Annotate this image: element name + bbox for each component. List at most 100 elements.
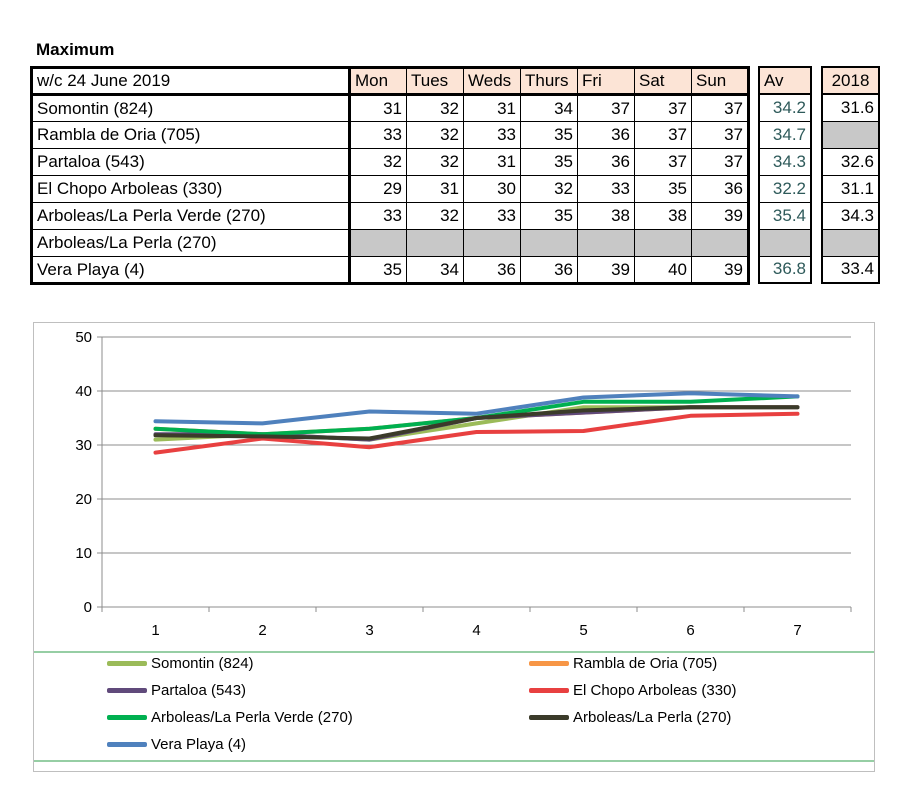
y-tick-label: 50 [75,329,92,346]
temperature-cell: 40 [634,256,692,284]
average-value-cell: 32.2 [758,174,812,203]
temperature-cell: 35 [634,175,692,203]
temperature-table: w/c 24 June 2019 Mon Tues Weds Thurs Fri Sat Su… [30,66,750,285]
legend-swatch [107,715,147,720]
table-header-row: w/c 24 June 2019 Mon Tues Weds Thurs Fri Sat Su… [31,67,749,96]
temperature-cell: 39 [691,202,749,230]
year-2018-header-cell: 2018 [821,66,880,95]
x-tick-label: 5 [579,622,587,639]
average-value-cell: 35.4 [758,201,812,230]
table-row: Vera Playa (4) 35 34 36 36 39 40 39 [31,256,749,284]
station-name-cell: Rambla de Oria (705) [31,121,351,149]
day-header-cell: Tues [406,67,464,96]
average-value-cell: 34.2 [758,93,812,122]
legend-swatch [529,715,569,720]
x-tick-label: 7 [793,622,801,639]
y-tick-label: 10 [75,545,92,562]
temperature-cell [463,229,521,257]
temperature-cell: 31 [463,148,521,176]
legend-item: Somontin (824) [107,655,254,672]
legend-item: Rambla de Oria (705) [529,655,717,672]
temperature-cell: 36 [463,256,521,284]
legend-item: Arboleas/La Perla (270) [529,709,731,726]
temperature-cell: 36 [520,256,578,284]
temperature-cell: 39 [577,256,635,284]
day-header-cell: Weds [463,67,521,96]
temperature-cell: 33 [463,202,521,230]
average-row [758,228,812,257]
y-tick-label: 40 [75,383,92,400]
legend-item: El Chopo Arboleas (330) [529,682,736,699]
station-name-cell: Arboleas/La Perla (270) [31,229,351,257]
y-tick-label: 20 [75,491,92,508]
temperature-cell: 38 [634,202,692,230]
temperature-cell [349,229,407,257]
chart-area: 0 10 20 30 40 50 1 2 3 4 5 6 7 Somontin (824) Rambla … [33,322,875,772]
temperature-cell: 31 [349,94,407,122]
temperature-cell: 32 [406,202,464,230]
table-row: Rambla de Oria (705) 33 32 33 35 36 37 37 [31,121,749,149]
average-row: 32.2 [758,174,812,203]
year-2018-value-cell: 34.3 [821,201,880,230]
average-row: 36.8 [758,255,812,284]
average-value-cell: 34.3 [758,147,812,176]
station-name-cell: El Chopo Arboleas (330) [31,175,351,203]
temperature-cell: 38 [577,202,635,230]
day-header-cell: Sun [691,67,749,96]
temperature-cell: 32 [406,148,464,176]
table-row: El Chopo Arboleas (330) 29 31 30 32 33 35 36 [31,175,749,203]
legend-label: Arboleas/La Perla (270) [573,709,732,726]
x-tick-label: 6 [686,622,694,639]
temperature-cell: 34 [406,256,464,284]
temperature-cell [520,229,578,257]
series-line [153,391,800,426]
temperature-cell: 35 [520,202,578,230]
x-tick-label: 3 [365,622,373,639]
temperature-cell: 39 [691,256,749,284]
x-tick-label: 2 [258,622,266,639]
x-tick-label: 4 [472,622,480,639]
day-header-cell: Fri [577,67,635,96]
day-header-cell: Mon [349,67,407,96]
y-tick-label: 30 [75,437,92,454]
year-2018-value-cell: 31.1 [821,174,880,203]
average-row: 34.3 [758,147,812,176]
table-heading: Maximum [36,40,115,59]
table-row: Arboleas/La Perla Verde (270) 33 32 33 35 38 3… [31,202,749,230]
year-2018-row [821,120,880,149]
station-name-cell: Somontin (824) [31,94,351,122]
temperature-cell: 33 [577,175,635,203]
temperature-cell: 34 [520,94,578,122]
table-row: Somontin (824) 31 32 31 34 37 37 37 [31,94,749,122]
year-2018-value-cell [821,120,880,149]
station-name-cell: Partaloa (543) [31,148,351,176]
table-row: Arboleas/La Perla (270) [31,229,749,257]
y-tick-label: 0 [84,599,92,616]
average-row: 34.7 [758,120,812,149]
series-line [153,405,800,441]
temperature-cell: 33 [349,202,407,230]
average-value-cell: 34.7 [758,120,812,149]
legend-label: El Chopo Arboleas (330) [573,682,737,699]
year-2018-row: 33.4 [821,255,880,284]
temperature-cell: 35 [520,148,578,176]
temperature-cell [406,229,464,257]
temperature-cell: 37 [691,121,749,149]
year-2018-row [821,228,880,257]
temperature-cell: 37 [634,121,692,149]
temperature-cell: 37 [634,148,692,176]
legend-swatch [107,688,147,693]
temperature-cell: 35 [520,121,578,149]
temperature-cell: 37 [634,94,692,122]
line-chart: 0 10 20 30 40 50 1 2 3 4 5 6 7 [34,329,874,762]
table-row: Partaloa (543) 32 32 31 35 36 37 37 [31,148,749,176]
station-name-cell: Arboleas/La Perla Verde (270) [31,202,351,230]
legend-label: Somontin (824) [151,655,254,672]
station-name-cell: Vera Playa (4) [31,256,351,284]
year-2018-value-cell [821,228,880,257]
temperature-cell: 37 [691,94,749,122]
temperature-cell: 36 [577,148,635,176]
year-2018-row: 32.6 [821,147,880,176]
legend-label: Vera Playa (4) [151,736,247,753]
legend-item: Arboleas/La Perla Verde (270) [107,709,353,726]
